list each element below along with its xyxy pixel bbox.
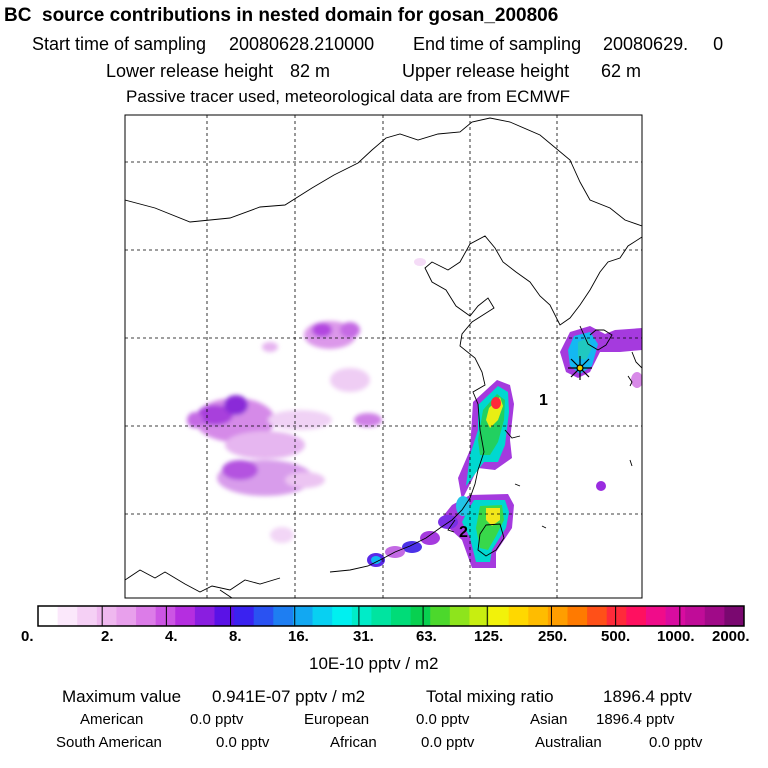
- colorbar-swatch: [391, 606, 412, 626]
- plume-feature-1: [458, 380, 514, 500]
- lower-release-label: Lower release height: [106, 61, 274, 81]
- colorbar-label: 4.: [165, 628, 178, 645]
- colorbar-swatch: [704, 606, 725, 626]
- colorbar-swatch: [430, 606, 451, 626]
- colorbar-swatch: [194, 606, 215, 626]
- colorbar-swatch: [77, 606, 98, 626]
- colorbar-swatch: [155, 606, 176, 626]
- south-american-value: 0.0 pptv: [216, 734, 270, 751]
- american-value: 0.0 pptv: [190, 711, 244, 728]
- lower-release-value: 82 m: [290, 61, 331, 81]
- colorbar-swatch: [449, 606, 470, 626]
- african-value: 0.0 pptv: [421, 734, 475, 751]
- end-time-label: End time of sampling: [413, 34, 582, 54]
- max-value: 0.941E-07 pptv / m2: [212, 687, 366, 706]
- colorbar-swatch: [606, 606, 627, 626]
- colorbar-swatch: [469, 606, 490, 626]
- gosan-receptor-icon: [568, 356, 592, 380]
- coastlines: [125, 117, 642, 598]
- colorbar-swatch: [547, 606, 568, 626]
- plot-title: BC source contributions in nested domain…: [4, 5, 559, 26]
- map-frame: [124, 114, 643, 599]
- colorbar-swatch: [371, 606, 392, 626]
- colorbar-swatch: [214, 606, 235, 626]
- start-time-label: Start time of sampling: [32, 34, 207, 54]
- australian-label: Australian: [535, 734, 602, 751]
- start-time-value: 20080628.210000: [229, 34, 375, 54]
- colorbar-label: 0.: [21, 628, 34, 645]
- south-american-label: South American: [56, 734, 162, 751]
- colorbar-swatch: [351, 606, 372, 626]
- colorbar-label: 8.: [229, 628, 242, 645]
- colorbar-swatch: [685, 606, 706, 626]
- colorbar-label: 1000.: [657, 628, 695, 645]
- colorbar-swatch: [587, 606, 608, 626]
- colorbar-swatch: [665, 606, 686, 626]
- colorbar-label: 16.: [288, 628, 309, 645]
- colorbar-swatch: [234, 606, 255, 626]
- colorbar-swatch: [567, 606, 588, 626]
- colorbar-swatch: [57, 606, 78, 626]
- colorbar-swatch: [312, 606, 333, 626]
- colorbar-label: 2000.: [712, 628, 750, 645]
- map-grid: [125, 115, 642, 598]
- colorbar-swatch: [292, 606, 313, 626]
- marker-2: 2: [459, 524, 468, 541]
- map-frame-bg: [125, 115, 642, 598]
- plume-feature-2: [367, 494, 514, 568]
- colorbar-swatch: [528, 606, 549, 626]
- colorbar-frame: [37, 605, 745, 627]
- end-time-value: 20080629. 0: [603, 34, 724, 54]
- upper-release-value: 62 m: [601, 61, 642, 81]
- total-mixing-value: 1896.4 pptv: [603, 687, 692, 706]
- colorbar-swatch: [116, 606, 137, 626]
- colorbar-units: 10E-10 pptv / m2: [309, 654, 439, 673]
- upper-release-label: Upper release height: [402, 61, 570, 81]
- asian-label: Asian: [530, 711, 568, 728]
- colorbar-label: 250.: [538, 628, 568, 645]
- max-value-label: Maximum value: [62, 687, 182, 706]
- western-plume: [187, 321, 382, 543]
- colorbar-swatch: [410, 606, 431, 626]
- colorbar-swatch: [508, 606, 529, 626]
- colorbar-swatch: [645, 606, 666, 626]
- african-label: African: [330, 734, 377, 751]
- colorbar: [37, 605, 745, 627]
- tracer-note: Passive tracer used, meteorological data…: [126, 87, 571, 106]
- total-mixing-label: Total mixing ratio: [426, 687, 554, 706]
- colorbar-swatch: [175, 606, 196, 626]
- colorbar-swatch: [38, 606, 59, 626]
- asian-value: 1896.4 pptv: [596, 711, 675, 728]
- colorbar-label: 125.: [474, 628, 504, 645]
- european-label: European: [304, 711, 370, 728]
- colorbar-label: 500.: [601, 628, 631, 645]
- american-label: American: [80, 711, 144, 728]
- colorbar-swatch: [273, 606, 294, 626]
- australian-value: 0.0 pptv: [649, 734, 703, 751]
- colorbar-label: 63.: [416, 628, 437, 645]
- marker-1: 1: [539, 392, 548, 409]
- colorbar-swatch: [253, 606, 274, 626]
- plume-layer: [187, 258, 642, 568]
- colorbar-swatch: [626, 606, 647, 626]
- colorbar-swatch: [489, 606, 510, 626]
- european-value: 0.0 pptv: [416, 711, 470, 728]
- colorbar-swatch: [724, 606, 745, 626]
- colorbar-swatch: [332, 606, 353, 626]
- colorbar-swatch: [136, 606, 157, 626]
- colorbar-swatch: [96, 606, 117, 626]
- colorbar-label: 31.: [353, 628, 374, 645]
- colorbar-label: 2.: [101, 628, 114, 645]
